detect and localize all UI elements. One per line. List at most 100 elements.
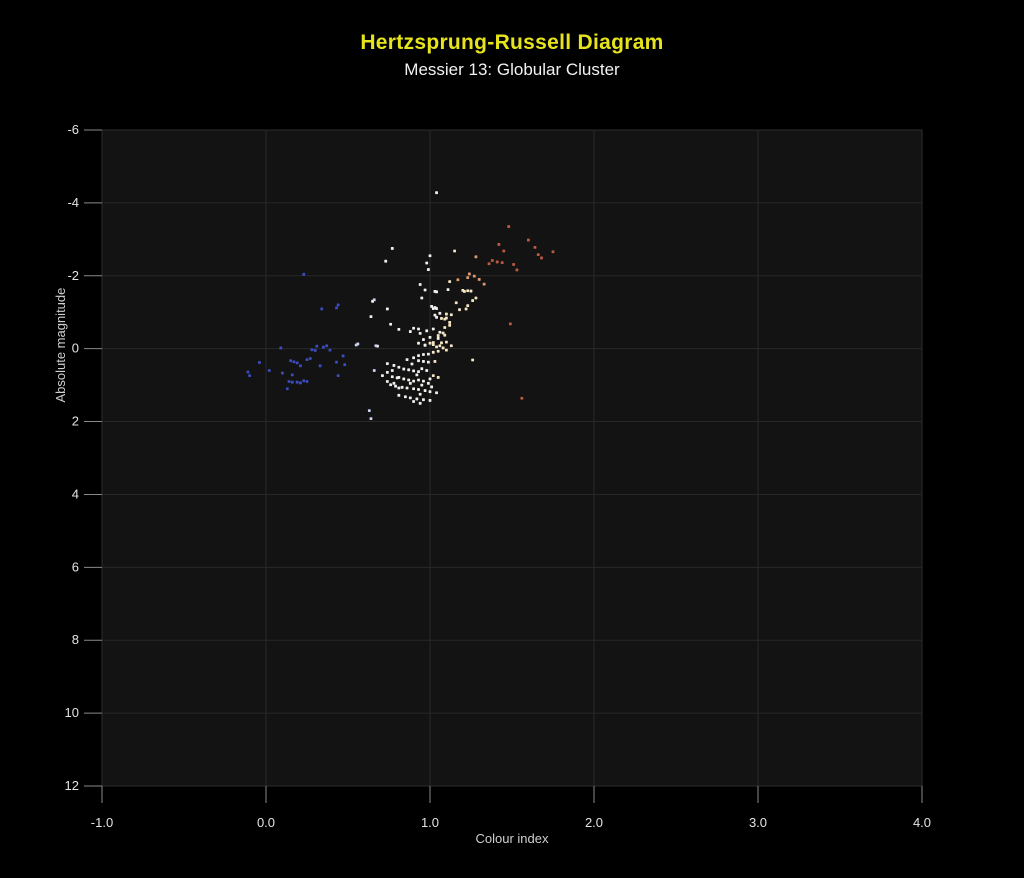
star-point [443,317,447,321]
star-point [418,331,422,335]
star-point [433,313,437,317]
star-point [246,370,250,374]
star-point [441,346,445,350]
star-point [428,390,432,394]
star-point [417,354,420,357]
star-point [404,395,407,399]
star-point [430,385,434,389]
star-point [418,283,422,286]
star-point [445,312,448,316]
star-point [417,388,420,391]
star-point [335,360,338,364]
star-point [397,365,401,369]
star-point [412,369,415,373]
star-point [441,331,445,335]
star-point [497,243,501,246]
star-point [428,341,432,345]
star-point [422,379,425,383]
y-tick-label: 8 [72,632,79,647]
star-point [533,245,537,249]
star-point [436,337,440,340]
star-point [436,334,440,337]
star-point [448,280,452,284]
star-point [453,249,456,253]
star-point [423,389,427,392]
star-point [435,191,438,195]
star-point [431,374,435,378]
star-point [449,344,453,348]
star-point [431,343,435,347]
star-point [267,369,271,372]
y-tick-label: 2 [72,414,79,429]
star-point [279,346,283,350]
star-point [428,399,432,402]
star-point [412,400,415,403]
star-point [435,391,438,395]
star-point [405,386,409,390]
star-point [438,311,442,315]
star-point [466,304,470,308]
star-point [425,261,429,265]
star-point [520,396,524,400]
star-point [431,350,435,354]
star-point [367,409,371,413]
star-point [445,348,448,352]
star-point [417,378,420,382]
star-point [310,348,314,352]
star-point [299,364,302,368]
star-point [440,317,443,320]
star-point [417,341,420,345]
star-point [394,384,397,388]
star-point [426,381,430,385]
star-point [381,374,384,378]
star-point [438,344,442,348]
star-point [385,362,389,366]
star-point [426,268,430,271]
star-point [431,307,435,310]
star-point [507,225,511,228]
x-tick-label: 1.0 [421,815,439,830]
y-tick-label: -6 [67,122,79,137]
star-point [502,249,506,253]
star-point [471,299,475,302]
star-point [290,373,294,377]
star-point [438,330,442,334]
star-point [313,349,317,352]
star-point [440,341,443,345]
star-point [290,380,294,384]
chart-title: Hertzsprung-Russell Diagram [360,31,664,54]
star-point [354,343,358,347]
star-point [466,289,470,293]
star-point [392,381,396,385]
star-point [428,254,432,258]
star-point [420,296,424,300]
star-point [445,340,448,344]
star-point [325,344,329,348]
star-point [500,261,504,265]
y-tick-label: 6 [72,559,79,574]
star-point [464,307,468,311]
star-point [551,250,555,254]
star-point [405,358,409,361]
star-point [258,361,261,364]
star-point [417,359,420,363]
star-point [308,357,312,360]
y-tick-label: 10 [65,705,79,720]
star-point [477,278,481,281]
star-point [390,247,394,250]
star-point [407,378,411,382]
star-point [412,326,415,330]
star-point [374,344,378,348]
star-point [385,380,389,383]
star-point [426,352,430,356]
x-axis-label: Colour index [475,831,549,846]
star-point [287,380,291,383]
star-point [490,259,494,262]
star-point [397,376,401,379]
plot-area [101,129,923,787]
star-point [410,362,414,366]
star-point [425,329,429,333]
star-point [454,301,458,305]
star-point [397,386,401,390]
